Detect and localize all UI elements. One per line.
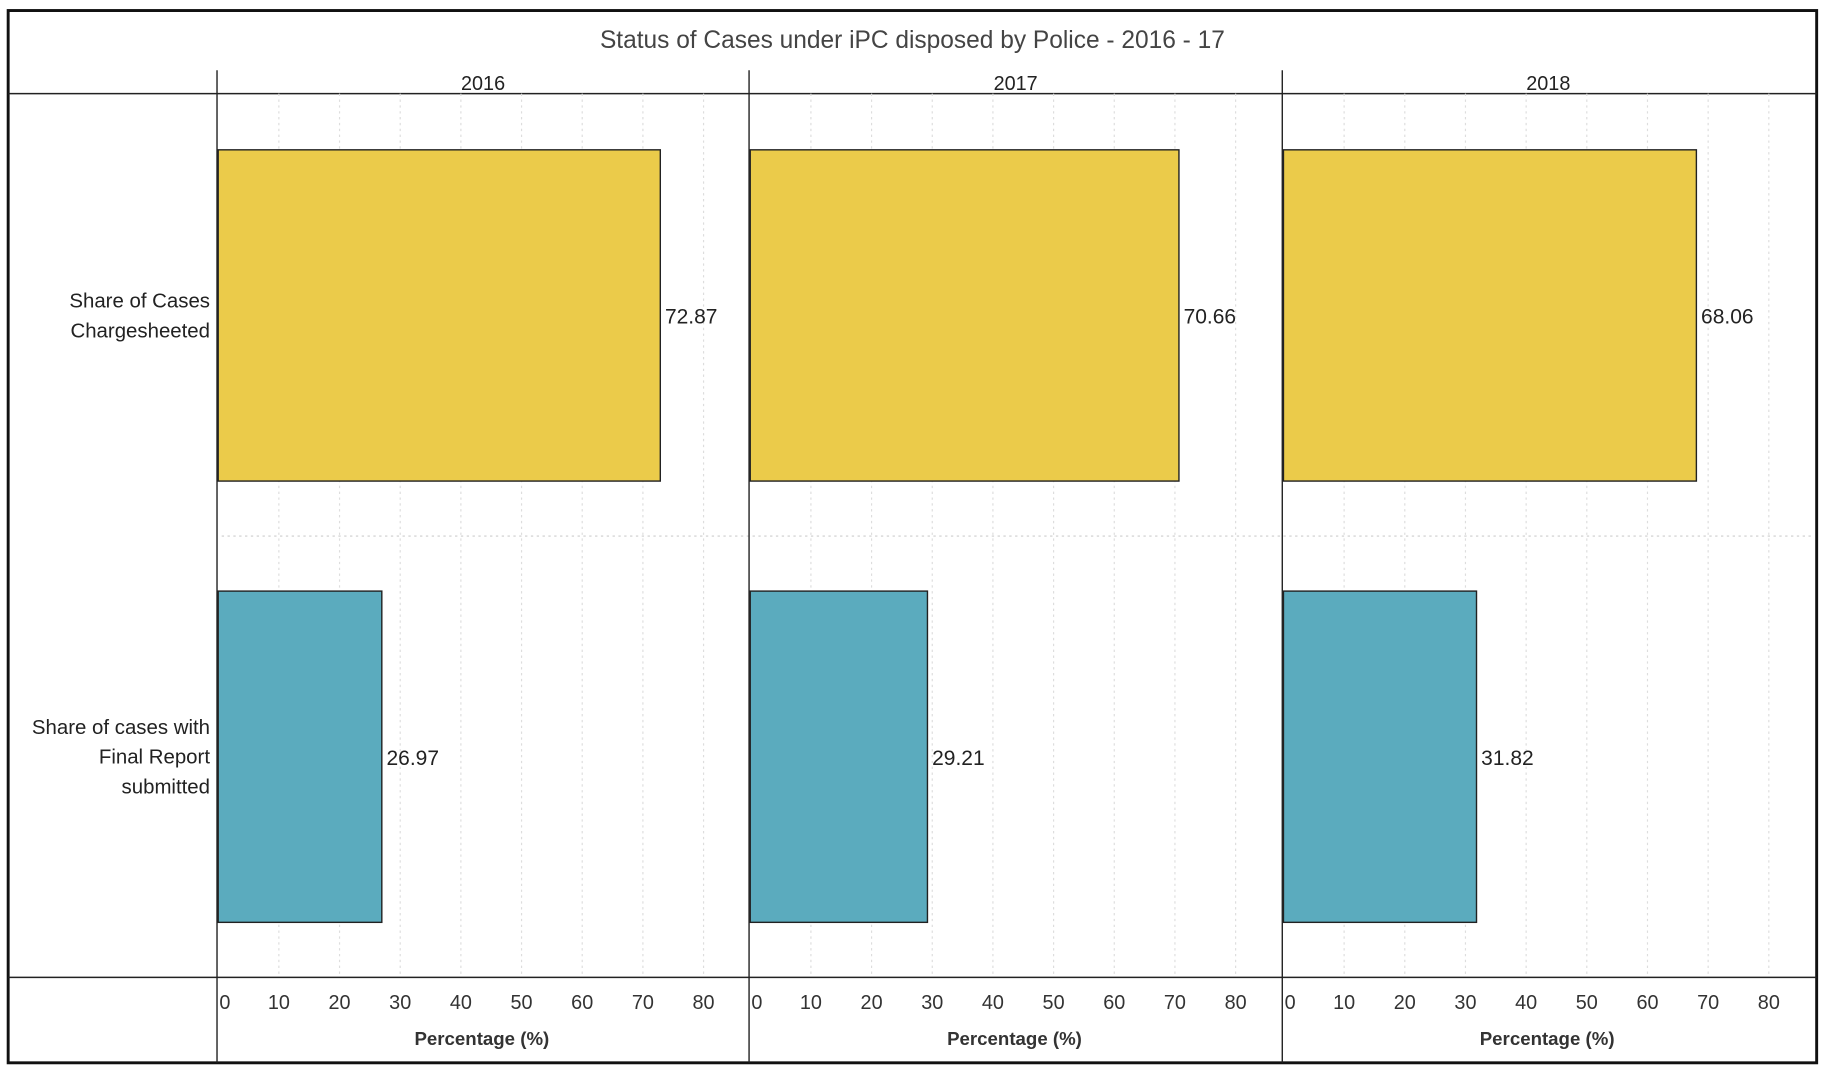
x-axis-label: Percentage (%) — [414, 1028, 549, 1049]
category-label: submitted — [122, 776, 210, 799]
bar-2016-final-report — [217, 590, 383, 924]
category-label: Chargesheeted — [70, 319, 210, 342]
x-axis-label: Percentage (%) — [947, 1028, 1082, 1049]
x-axis-label: Percentage (%) — [1480, 1028, 1615, 1049]
x-tick-label: 60 — [1636, 992, 1658, 1014]
x-tick-label: 0 — [1285, 992, 1296, 1014]
panel-header-2018: 2018 — [1526, 73, 1570, 95]
x-tick-label: 50 — [511, 992, 533, 1014]
x-tick-label: 30 — [389, 992, 411, 1014]
panel-header-2016: 2016 — [461, 73, 505, 95]
data-label: 29.21 — [932, 747, 985, 770]
data-label: 26.97 — [386, 747, 439, 770]
x-tick-label: 70 — [1164, 992, 1186, 1014]
x-tick-label: 20 — [861, 992, 883, 1014]
x-tick-label: 10 — [1333, 992, 1355, 1014]
x-tick-label: 60 — [1103, 992, 1125, 1014]
bar-2016-chargesheeted — [217, 149, 662, 482]
chart-title: Status of Cases under iPC disposed by Po… — [600, 27, 1225, 54]
x-tick-label: 30 — [921, 992, 943, 1014]
data-label: 68.06 — [1701, 306, 1754, 329]
data-label: 70.66 — [1184, 306, 1237, 329]
x-tick-label: 20 — [1394, 992, 1416, 1014]
bar-2017-final-report — [749, 590, 929, 924]
category-label: Share of Cases — [69, 290, 210, 313]
x-tick-label: 60 — [571, 992, 593, 1014]
x-tick-label: 10 — [268, 992, 290, 1014]
x-tick-label: 40 — [450, 992, 472, 1014]
x-tick-label: 30 — [1454, 992, 1476, 1014]
x-tick-label: 80 — [693, 992, 715, 1014]
x-tick-label: 40 — [1515, 992, 1537, 1014]
x-tick-label: 70 — [1697, 992, 1719, 1014]
x-tick-label: 10 — [800, 992, 822, 1014]
x-tick-label: 80 — [1758, 992, 1780, 1014]
x-tick-label: 0 — [219, 992, 230, 1014]
x-tick-label: 20 — [329, 992, 351, 1014]
x-tick-label: 80 — [1225, 992, 1247, 1014]
data-label: 72.87 — [665, 306, 718, 329]
x-tick-label: 40 — [982, 992, 1004, 1014]
data-label: 31.82 — [1481, 747, 1534, 770]
x-tick-label: 50 — [1043, 992, 1065, 1014]
x-tick-label: 70 — [632, 992, 654, 1014]
bar-2017-chargesheeted — [749, 149, 1180, 482]
panel-header-2017: 2017 — [994, 73, 1038, 95]
bar-2018-chargesheeted — [1282, 149, 1698, 482]
category-label: Final Report — [99, 746, 210, 769]
bar-2018-final-report — [1282, 590, 1478, 924]
x-tick-label: 50 — [1576, 992, 1598, 1014]
category-label: Share of cases with — [32, 716, 210, 739]
x-tick-label: 0 — [751, 992, 762, 1014]
